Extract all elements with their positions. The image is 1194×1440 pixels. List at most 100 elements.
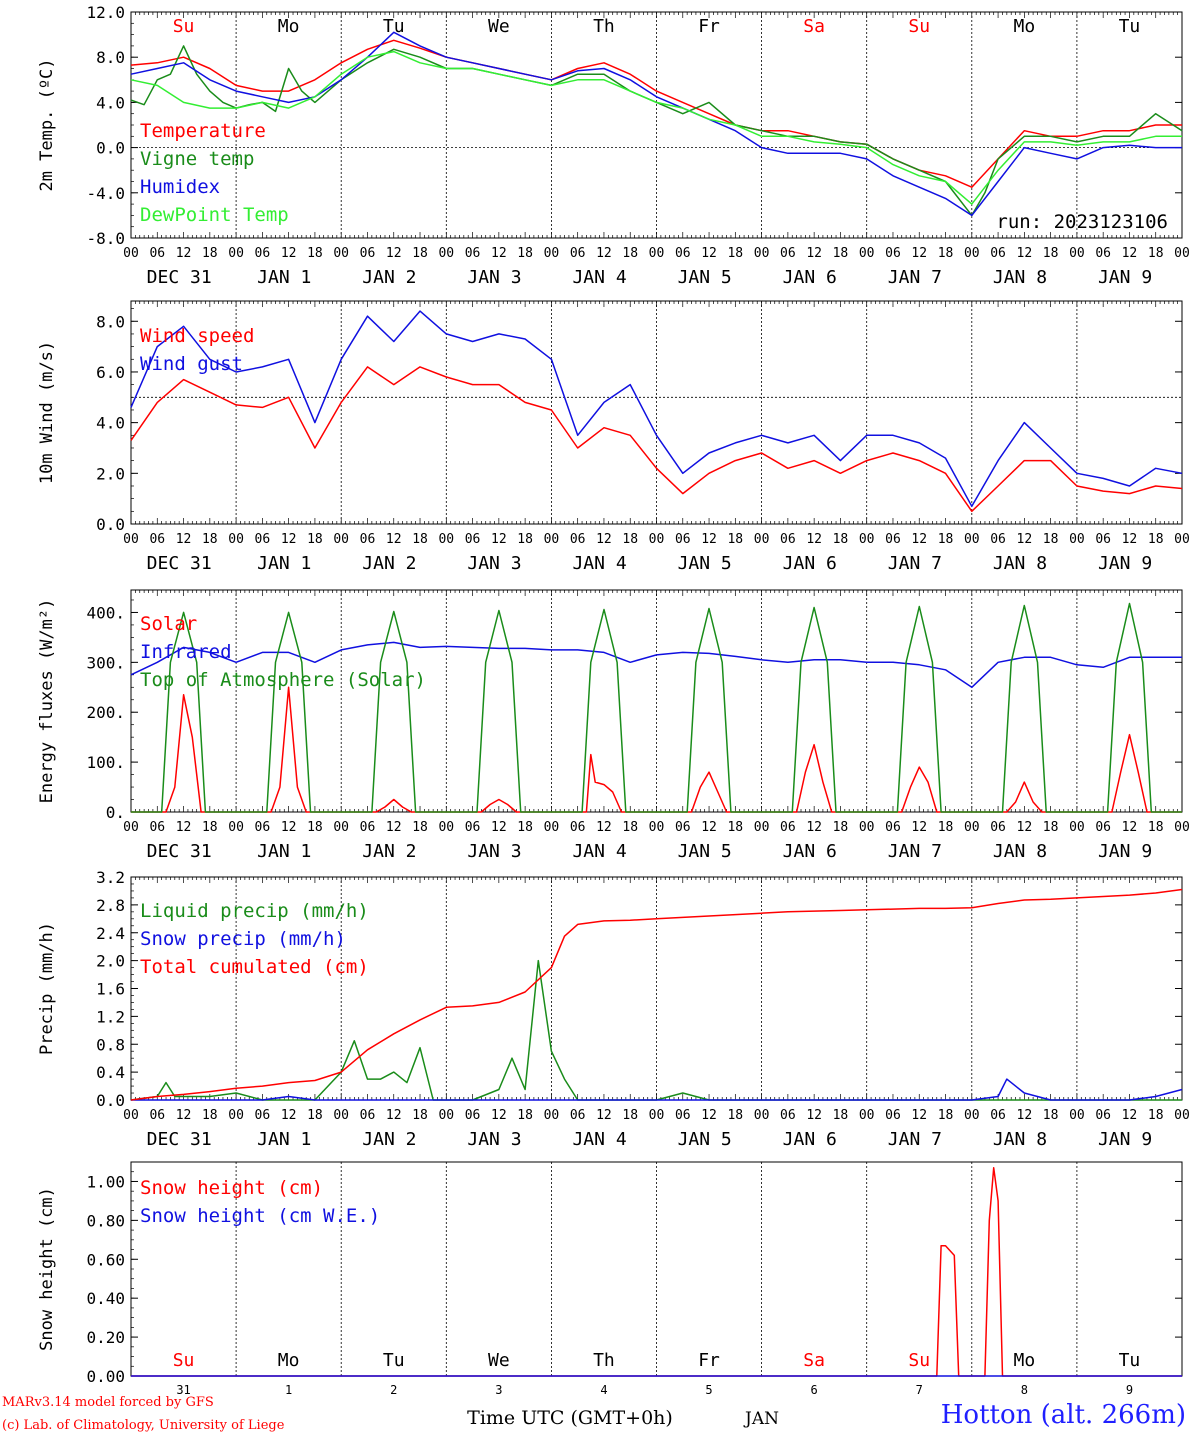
date-label: JAN 4 bbox=[572, 1129, 626, 1150]
hour-tick-label: 00 bbox=[754, 1108, 770, 1123]
y-tick-label: 0.0 bbox=[96, 515, 125, 534]
hour-tick-label: 12 bbox=[806, 246, 822, 261]
hour-tick-label: 00 bbox=[438, 1108, 454, 1123]
hour-tick-label: 12 bbox=[911, 1108, 927, 1123]
day-number-label: 8 bbox=[1021, 1383, 1028, 1397]
hour-tick-label: 00 bbox=[754, 246, 770, 261]
hour-tick-label: 06 bbox=[465, 532, 481, 547]
hour-tick-label: 12 bbox=[596, 532, 612, 547]
date-label: JAN 5 bbox=[678, 841, 732, 862]
y-tick-label: 0.0 bbox=[96, 1091, 125, 1110]
hour-tick-label: 00 bbox=[228, 820, 244, 835]
hour-tick-label: 12 bbox=[491, 820, 507, 835]
hour-tick-label: 18 bbox=[938, 1108, 954, 1123]
legend-entry: Total cumulated (cm) bbox=[140, 956, 369, 978]
hour-tick-label: 18 bbox=[307, 1108, 323, 1123]
hour-tick-label: 18 bbox=[1043, 1108, 1059, 1123]
y-axis-label: Energy fluxes (W/m²) bbox=[37, 599, 57, 804]
hour-tick-label: 00 bbox=[859, 532, 875, 547]
hour-tick-label: 18 bbox=[412, 820, 428, 835]
series-line-top-of-atmosphere-solar- bbox=[131, 602, 1182, 813]
station-name: Hotton (alt. 266m) bbox=[940, 1400, 1186, 1430]
hour-tick-label: 00 bbox=[228, 246, 244, 261]
hour-tick-label: 06 bbox=[255, 1108, 271, 1123]
weekday-label: Mo bbox=[1014, 16, 1036, 37]
hour-tick-label: 00 bbox=[123, 1108, 139, 1123]
weekday-label: We bbox=[488, 1350, 510, 1371]
hour-tick-label: 00 bbox=[1069, 820, 1085, 835]
hour-tick-label: 06 bbox=[255, 246, 271, 261]
y-tick-label: 0.0 bbox=[96, 139, 125, 158]
hour-tick-label: 18 bbox=[412, 532, 428, 547]
hour-tick-label: 18 bbox=[1148, 1108, 1164, 1123]
weekday-label: Sa bbox=[803, 16, 825, 37]
hour-tick-label: 12 bbox=[281, 532, 297, 547]
hour-tick-label: 12 bbox=[176, 246, 192, 261]
hour-tick-label: 06 bbox=[360, 246, 376, 261]
hour-tick-label: 06 bbox=[1095, 820, 1111, 835]
hour-tick-label: 06 bbox=[570, 1108, 586, 1123]
hour-tick-label: 00 bbox=[964, 1108, 980, 1123]
legend-entry: Vigne temp bbox=[140, 148, 254, 170]
y-tick-label: -4.0 bbox=[86, 184, 125, 203]
hour-tick-label: 18 bbox=[307, 820, 323, 835]
weekday-label: Su bbox=[908, 1350, 930, 1371]
legend-entry: DewPoint Temp bbox=[140, 204, 289, 226]
panel-1 bbox=[130, 11, 1183, 239]
hour-tick-label: 12 bbox=[491, 246, 507, 261]
date-label: JAN 4 bbox=[572, 553, 626, 574]
y-tick-label: 0. bbox=[106, 803, 125, 822]
hour-tick-label: 06 bbox=[675, 532, 691, 547]
hour-tick-label: 12 bbox=[806, 820, 822, 835]
hour-tick-label: 00 bbox=[964, 820, 980, 835]
hour-tick-label: 06 bbox=[885, 1108, 901, 1123]
legend-entry: Top of Atmosphere (Solar) bbox=[140, 669, 426, 691]
y-tick-label: 2.0 bbox=[96, 464, 125, 483]
hour-tick-label: 00 bbox=[228, 532, 244, 547]
weekday-label: Th bbox=[593, 16, 615, 37]
y-tick-label: 0.4 bbox=[96, 1063, 125, 1082]
weekday-label: Mo bbox=[1014, 1350, 1036, 1371]
hour-tick-label: 00 bbox=[333, 1108, 349, 1123]
weekday-label: Sa bbox=[803, 1350, 825, 1371]
hour-tick-label: 00 bbox=[754, 532, 770, 547]
date-label: JAN 1 bbox=[257, 553, 311, 574]
hour-tick-label: 18 bbox=[727, 1108, 743, 1123]
series-line-snow-precip-mm-h- bbox=[131, 1078, 1183, 1101]
date-label: JAN 9 bbox=[1098, 553, 1152, 574]
y-tick-label: 6.0 bbox=[96, 363, 125, 382]
hour-tick-label: 12 bbox=[491, 532, 507, 547]
y-tick-label: 0.00 bbox=[86, 1367, 125, 1386]
weekday-label: Su bbox=[908, 16, 930, 37]
hour-tick-label: 06 bbox=[1095, 1108, 1111, 1123]
day-number-label: 31 bbox=[176, 1383, 190, 1397]
series-line-temperature bbox=[130, 39, 1182, 188]
hour-tick-label: 00 bbox=[1174, 246, 1190, 261]
series-line-humidex bbox=[130, 31, 1182, 217]
hour-tick-label: 18 bbox=[517, 820, 533, 835]
date-label: JAN 6 bbox=[783, 553, 837, 574]
hour-tick-label: 00 bbox=[544, 820, 560, 835]
hour-tick-label: 18 bbox=[1148, 820, 1164, 835]
hour-tick-label: 18 bbox=[1043, 246, 1059, 261]
hour-tick-label: 12 bbox=[701, 820, 717, 835]
hour-tick-label: 18 bbox=[833, 820, 849, 835]
day-number-label: 6 bbox=[811, 1383, 818, 1397]
hour-tick-label: 18 bbox=[202, 820, 218, 835]
y-tick-label: 0.8 bbox=[96, 1035, 125, 1054]
day-number-label: 5 bbox=[705, 1383, 712, 1397]
hour-tick-label: 18 bbox=[622, 246, 638, 261]
date-label: JAN 3 bbox=[467, 841, 521, 862]
y-tick-label: -8.0 bbox=[86, 229, 125, 248]
month-label: JAN bbox=[743, 1409, 779, 1429]
legend-entry: Temperature bbox=[140, 120, 266, 142]
legend-entry: Wind gust bbox=[140, 353, 243, 375]
hour-tick-label: 12 bbox=[911, 532, 927, 547]
hour-tick-label: 00 bbox=[228, 1108, 244, 1123]
hour-tick-label: 06 bbox=[780, 532, 796, 547]
hour-tick-label: 00 bbox=[649, 1108, 665, 1123]
hour-tick-label: 00 bbox=[333, 532, 349, 547]
hour-tick-label: 18 bbox=[727, 820, 743, 835]
date-label: JAN 8 bbox=[993, 553, 1047, 574]
